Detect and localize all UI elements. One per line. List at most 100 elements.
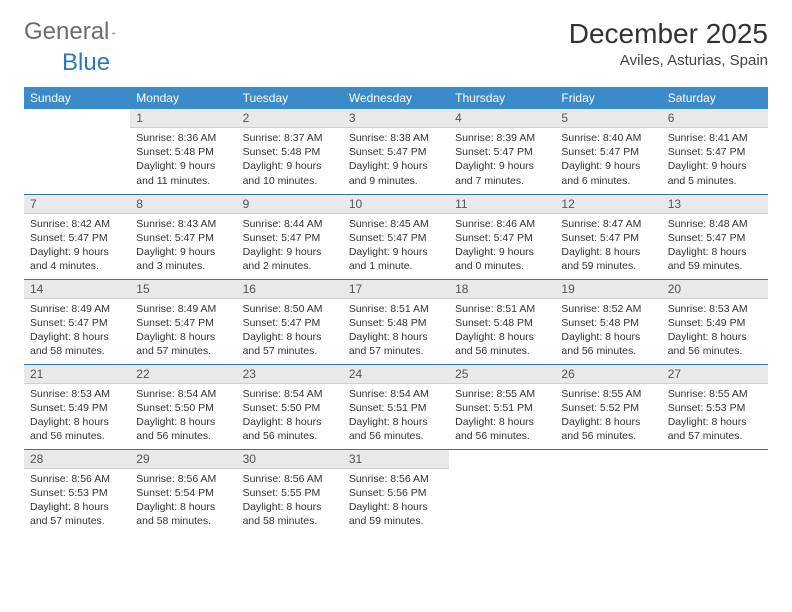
calendar-cell: 29Sunrise: 8:56 AM Sunset: 5:54 PM Dayli… xyxy=(130,449,236,534)
day-details: Sunrise: 8:55 AM Sunset: 5:51 PM Dayligh… xyxy=(449,384,555,448)
day-details: Sunrise: 8:47 AM Sunset: 5:47 PM Dayligh… xyxy=(555,214,661,278)
day-number: 30 xyxy=(237,450,343,469)
calendar-cell: 23Sunrise: 8:54 AM Sunset: 5:50 PM Dayli… xyxy=(237,364,343,449)
brand-suffix: Blue xyxy=(62,49,110,76)
day-number: 25 xyxy=(449,365,555,384)
day-number: 4 xyxy=(449,109,555,128)
location: Aviles, Asturias, Spain xyxy=(569,52,768,69)
day-details: Sunrise: 8:51 AM Sunset: 5:48 PM Dayligh… xyxy=(343,299,449,363)
day-details: Sunrise: 8:49 AM Sunset: 5:47 PM Dayligh… xyxy=(24,299,130,363)
day-details: Sunrise: 8:56 AM Sunset: 5:54 PM Dayligh… xyxy=(130,469,236,533)
day-details: Sunrise: 8:44 AM Sunset: 5:47 PM Dayligh… xyxy=(237,214,343,278)
calendar-cell: 16Sunrise: 8:50 AM Sunset: 5:47 PM Dayli… xyxy=(237,279,343,364)
weekday-header: Monday xyxy=(130,87,236,109)
calendar-cell: 10Sunrise: 8:45 AM Sunset: 5:47 PM Dayli… xyxy=(343,194,449,279)
day-number: 18 xyxy=(449,280,555,299)
calendar-cell: 30Sunrise: 8:56 AM Sunset: 5:55 PM Dayli… xyxy=(237,449,343,534)
day-number: 8 xyxy=(130,195,236,214)
day-number: 27 xyxy=(662,365,768,384)
weekday-header: Saturday xyxy=(662,87,768,109)
calendar-cell: 3Sunrise: 8:38 AM Sunset: 5:47 PM Daylig… xyxy=(343,109,449,194)
day-number: 16 xyxy=(237,280,343,299)
brand-name: General xyxy=(24,18,109,46)
day-number: 29 xyxy=(130,450,236,469)
calendar-cell: 14Sunrise: 8:49 AM Sunset: 5:47 PM Dayli… xyxy=(24,279,130,364)
day-details: Sunrise: 8:52 AM Sunset: 5:48 PM Dayligh… xyxy=(555,299,661,363)
calendar-cell: .. xyxy=(555,449,661,534)
weekday-header: Sunday xyxy=(24,87,130,109)
calendar-cell: 11Sunrise: 8:46 AM Sunset: 5:47 PM Dayli… xyxy=(449,194,555,279)
day-number: 6 xyxy=(662,109,768,128)
calendar-cell: .. xyxy=(662,449,768,534)
calendar-row: 14Sunrise: 8:49 AM Sunset: 5:47 PM Dayli… xyxy=(24,279,768,364)
calendar-cell: 18Sunrise: 8:51 AM Sunset: 5:48 PM Dayli… xyxy=(449,279,555,364)
day-number: 28 xyxy=(24,450,130,469)
brand-logo: General xyxy=(24,18,134,46)
calendar-cell: 15Sunrise: 8:49 AM Sunset: 5:47 PM Dayli… xyxy=(130,279,236,364)
day-details: Sunrise: 8:40 AM Sunset: 5:47 PM Dayligh… xyxy=(555,128,661,192)
day-number: 31 xyxy=(343,450,449,469)
calendar-cell: 20Sunrise: 8:53 AM Sunset: 5:49 PM Dayli… xyxy=(662,279,768,364)
calendar-cell: 4Sunrise: 8:39 AM Sunset: 5:47 PM Daylig… xyxy=(449,109,555,194)
sail-icon xyxy=(112,26,115,40)
day-details: Sunrise: 8:54 AM Sunset: 5:51 PM Dayligh… xyxy=(343,384,449,448)
day-details: Sunrise: 8:53 AM Sunset: 5:49 PM Dayligh… xyxy=(662,299,768,363)
day-number: 17 xyxy=(343,280,449,299)
day-number: 1 xyxy=(130,109,236,128)
day-number: 12 xyxy=(555,195,661,214)
day-details: Sunrise: 8:54 AM Sunset: 5:50 PM Dayligh… xyxy=(237,384,343,448)
calendar-cell: 5Sunrise: 8:40 AM Sunset: 5:47 PM Daylig… xyxy=(555,109,661,194)
calendar-cell: 28Sunrise: 8:56 AM Sunset: 5:53 PM Dayli… xyxy=(24,449,130,534)
calendar-row: 21Sunrise: 8:53 AM Sunset: 5:49 PM Dayli… xyxy=(24,364,768,449)
calendar-cell: 1Sunrise: 8:36 AM Sunset: 5:48 PM Daylig… xyxy=(130,109,236,194)
calendar-cell: 6Sunrise: 8:41 AM Sunset: 5:47 PM Daylig… xyxy=(662,109,768,194)
calendar-cell: 13Sunrise: 8:48 AM Sunset: 5:47 PM Dayli… xyxy=(662,194,768,279)
day-number: 3 xyxy=(343,109,449,128)
day-number: 5 xyxy=(555,109,661,128)
calendar-cell: 17Sunrise: 8:51 AM Sunset: 5:48 PM Dayli… xyxy=(343,279,449,364)
day-number: 19 xyxy=(555,280,661,299)
day-details: Sunrise: 8:37 AM Sunset: 5:48 PM Dayligh… xyxy=(237,128,343,192)
day-number: 21 xyxy=(24,365,130,384)
calendar-row: ..1Sunrise: 8:36 AM Sunset: 5:48 PM Dayl… xyxy=(24,109,768,194)
day-number: 26 xyxy=(555,365,661,384)
day-details: Sunrise: 8:50 AM Sunset: 5:47 PM Dayligh… xyxy=(237,299,343,363)
calendar-cell: 21Sunrise: 8:53 AM Sunset: 5:49 PM Dayli… xyxy=(24,364,130,449)
calendar-cell: .. xyxy=(24,109,130,194)
day-details: Sunrise: 8:55 AM Sunset: 5:53 PM Dayligh… xyxy=(662,384,768,448)
calendar-cell: 31Sunrise: 8:56 AM Sunset: 5:56 PM Dayli… xyxy=(343,449,449,534)
day-number: 14 xyxy=(24,280,130,299)
calendar-cell: 2Sunrise: 8:37 AM Sunset: 5:48 PM Daylig… xyxy=(237,109,343,194)
day-details: Sunrise: 8:56 AM Sunset: 5:55 PM Dayligh… xyxy=(237,469,343,533)
day-number: 15 xyxy=(130,280,236,299)
calendar-cell: 26Sunrise: 8:55 AM Sunset: 5:52 PM Dayli… xyxy=(555,364,661,449)
calendar-row: 28Sunrise: 8:56 AM Sunset: 5:53 PM Dayli… xyxy=(24,449,768,534)
calendar-table: Sunday Monday Tuesday Wednesday Thursday… xyxy=(24,87,768,534)
weekday-header-row: Sunday Monday Tuesday Wednesday Thursday… xyxy=(24,87,768,109)
day-details: Sunrise: 8:53 AM Sunset: 5:49 PM Dayligh… xyxy=(24,384,130,448)
weekday-header: Thursday xyxy=(449,87,555,109)
day-details: Sunrise: 8:45 AM Sunset: 5:47 PM Dayligh… xyxy=(343,214,449,278)
day-number: 11 xyxy=(449,195,555,214)
calendar-row: 7Sunrise: 8:42 AM Sunset: 5:47 PM Daylig… xyxy=(24,194,768,279)
day-number: 24 xyxy=(343,365,449,384)
calendar-cell: 25Sunrise: 8:55 AM Sunset: 5:51 PM Dayli… xyxy=(449,364,555,449)
day-details: Sunrise: 8:55 AM Sunset: 5:52 PM Dayligh… xyxy=(555,384,661,448)
day-number: 10 xyxy=(343,195,449,214)
day-details: Sunrise: 8:56 AM Sunset: 5:56 PM Dayligh… xyxy=(343,469,449,533)
day-number: 13 xyxy=(662,195,768,214)
day-details: Sunrise: 8:36 AM Sunset: 5:48 PM Dayligh… xyxy=(130,128,236,192)
month-title: December 2025 xyxy=(569,18,768,50)
day-details: Sunrise: 8:46 AM Sunset: 5:47 PM Dayligh… xyxy=(449,214,555,278)
calendar-cell: 19Sunrise: 8:52 AM Sunset: 5:48 PM Dayli… xyxy=(555,279,661,364)
calendar-cell: 22Sunrise: 8:54 AM Sunset: 5:50 PM Dayli… xyxy=(130,364,236,449)
day-details: Sunrise: 8:51 AM Sunset: 5:48 PM Dayligh… xyxy=(449,299,555,363)
calendar-cell: .. xyxy=(449,449,555,534)
day-details: Sunrise: 8:42 AM Sunset: 5:47 PM Dayligh… xyxy=(24,214,130,278)
day-details: Sunrise: 8:41 AM Sunset: 5:47 PM Dayligh… xyxy=(662,128,768,192)
day-number: 9 xyxy=(237,195,343,214)
day-details: Sunrise: 8:49 AM Sunset: 5:47 PM Dayligh… xyxy=(130,299,236,363)
day-details: Sunrise: 8:54 AM Sunset: 5:50 PM Dayligh… xyxy=(130,384,236,448)
weekday-header: Tuesday xyxy=(237,87,343,109)
day-number: 20 xyxy=(662,280,768,299)
